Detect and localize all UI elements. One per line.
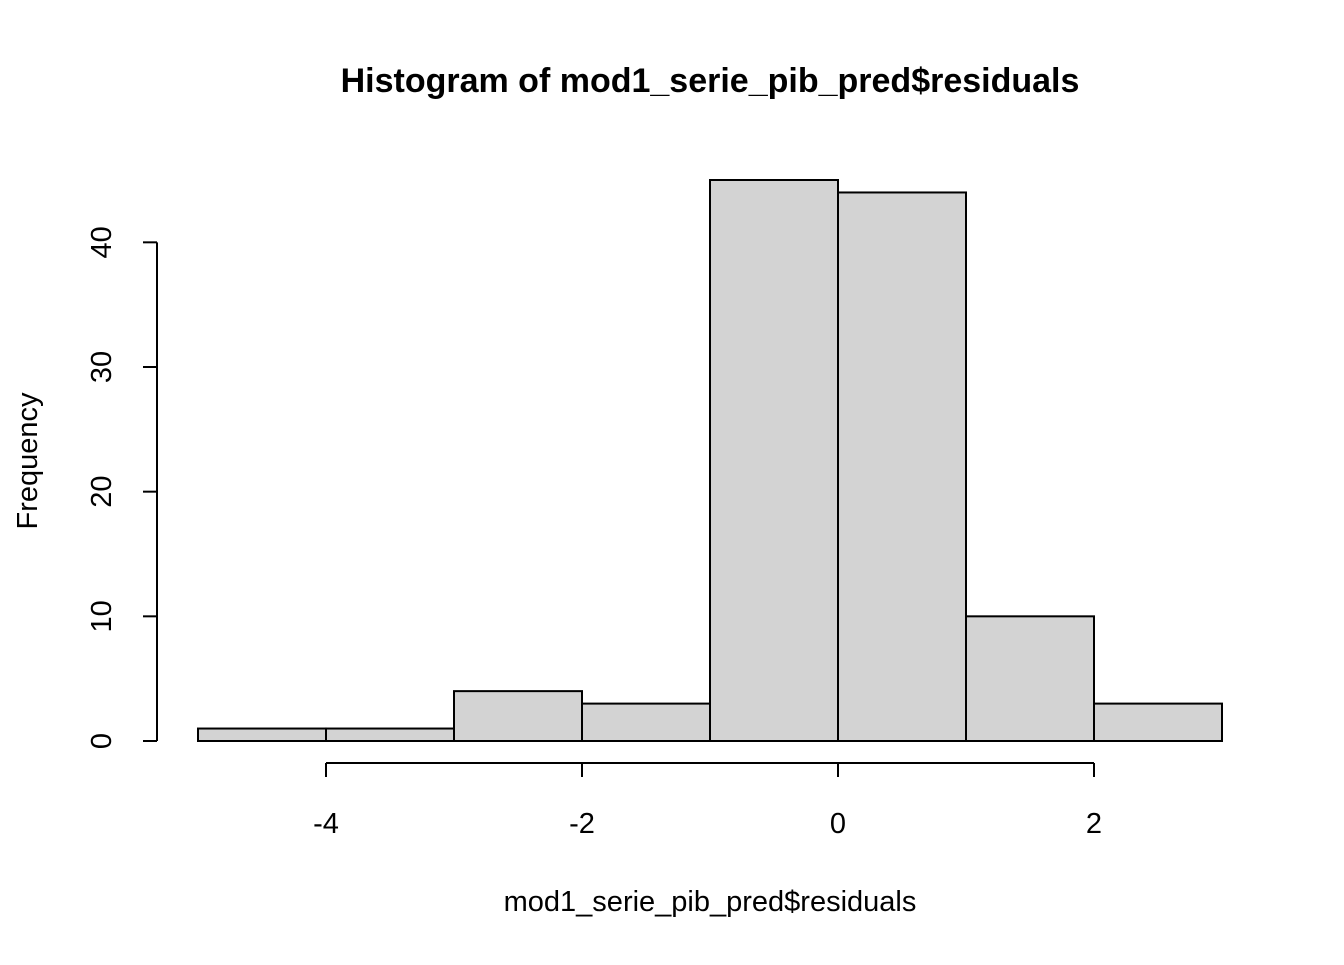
x-axis-title: mod1_serie_pib_pred$residuals xyxy=(504,886,917,918)
x-axis: -4 -2 0 2 xyxy=(313,762,1102,840)
x-tick-label: -2 xyxy=(569,808,595,840)
x-tick-label: -4 xyxy=(313,808,339,840)
y-axis: 0 10 20 30 40 xyxy=(86,226,158,749)
chart-title: Histogram of mod1_serie_pib_pred$residua… xyxy=(341,62,1080,100)
histogram-bar xyxy=(837,191,967,742)
histogram-bar xyxy=(581,702,711,742)
y-tick-label: 30 xyxy=(86,351,118,383)
histogram-bar xyxy=(709,179,839,742)
histogram-bar xyxy=(197,727,327,742)
x-tick-label: 0 xyxy=(830,808,846,840)
bars-layer xyxy=(197,179,1223,743)
y-tick-label: 0 xyxy=(86,733,118,749)
x-tick-label: 2 xyxy=(1086,808,1102,840)
y-tick-label: 40 xyxy=(86,226,118,258)
y-axis-title: Frequency xyxy=(12,392,44,530)
histogram-bar xyxy=(1093,702,1223,742)
y-tick-label: 10 xyxy=(86,600,118,632)
histogram-bar xyxy=(325,727,455,742)
y-tick-label: 20 xyxy=(86,476,118,508)
histogram-bar xyxy=(453,690,583,743)
histogram-bar xyxy=(965,615,1095,742)
